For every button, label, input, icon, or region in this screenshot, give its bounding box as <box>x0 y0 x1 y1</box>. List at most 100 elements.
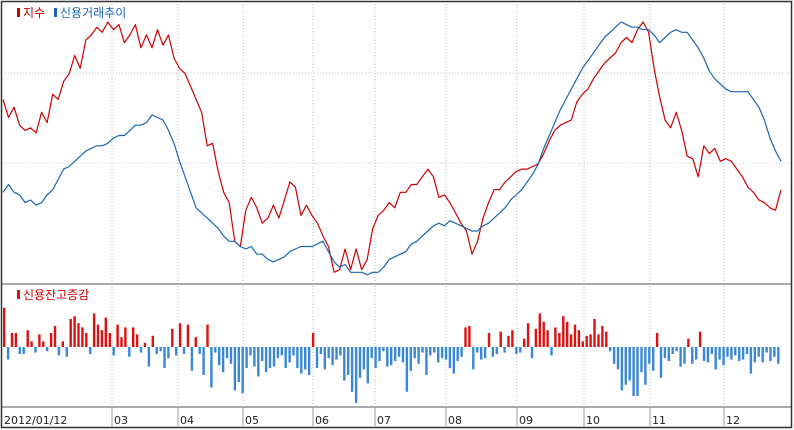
bar-114 <box>448 347 452 368</box>
bar-1 <box>6 347 10 360</box>
bar-138 <box>542 321 545 347</box>
tick-label-4: 06 <box>315 414 329 427</box>
bar-52 <box>206 324 209 347</box>
bar-187 <box>734 347 737 356</box>
bar-129 <box>507 335 510 347</box>
tick-label-5: 07 <box>377 414 391 427</box>
bar-131 <box>515 347 518 354</box>
bar-3 <box>14 333 18 347</box>
bar-103 <box>405 347 409 392</box>
bar-151 <box>593 319 596 347</box>
bar-195 <box>765 347 768 353</box>
bar-156 <box>612 347 616 364</box>
bar-12 <box>49 333 53 347</box>
bar-125 <box>491 347 495 357</box>
bar-180 <box>706 347 710 363</box>
bar-158 <box>620 347 624 391</box>
bar-177 <box>695 347 698 360</box>
bar-167 <box>655 333 659 347</box>
bar-171 <box>671 347 674 354</box>
bar-111 <box>437 347 440 363</box>
bar-63 <box>249 347 252 356</box>
bar-183 <box>718 347 721 360</box>
tick-label-10: 12 <box>726 414 740 427</box>
bar-173 <box>679 347 682 367</box>
bar-179 <box>702 347 706 361</box>
bar-101 <box>397 347 401 357</box>
bar-45 <box>178 323 182 347</box>
legend-swatch-credit-balance <box>17 290 20 299</box>
bar-146 <box>573 324 577 347</box>
bar-59 <box>233 347 237 391</box>
bar-161 <box>632 347 635 396</box>
bar-192 <box>753 347 756 363</box>
bar-85 <box>335 347 338 360</box>
bar-149 <box>585 335 588 347</box>
bar-118 <box>464 327 467 347</box>
bar-56 <box>221 347 225 373</box>
bar-133 <box>523 338 526 347</box>
bar-30 <box>120 337 123 347</box>
bar-96 <box>378 347 381 361</box>
bar-93 <box>366 347 369 384</box>
bar-89 <box>350 347 354 392</box>
bar-165 <box>648 347 651 364</box>
bar-145 <box>569 334 573 347</box>
bar-176 <box>691 347 694 364</box>
bar-181 <box>710 347 713 354</box>
bar-117 <box>460 347 463 357</box>
bar-197 <box>773 347 776 357</box>
bar-4 <box>18 347 21 354</box>
tick-label-1: 03 <box>114 414 128 427</box>
bar-132 <box>519 347 522 353</box>
bar-78 <box>307 347 311 375</box>
line-series-credit-trend <box>2 21 782 276</box>
bar-91 <box>358 347 362 378</box>
bar-80 <box>315 347 319 368</box>
bar-100 <box>394 347 397 361</box>
bar-104 <box>409 347 412 371</box>
bar-194 <box>761 347 764 363</box>
bar-106 <box>417 347 420 364</box>
bar-97 <box>382 347 385 352</box>
bar-113 <box>444 347 448 360</box>
bar-44 <box>175 347 178 356</box>
bar-22 <box>89 347 92 354</box>
bar-144 <box>566 321 569 347</box>
bar-169 <box>663 347 667 359</box>
bar-33 <box>132 327 135 347</box>
bar-175 <box>687 338 690 347</box>
bar-79 <box>311 333 315 347</box>
bar-189 <box>741 347 745 360</box>
bar-83 <box>327 347 330 359</box>
bar-49 <box>194 337 197 347</box>
bar-67 <box>264 347 268 373</box>
bar-92 <box>362 347 366 370</box>
bar-142 <box>558 333 561 347</box>
bar-14 <box>57 347 61 356</box>
bar-62 <box>245 347 248 368</box>
bar-19 <box>77 323 80 347</box>
bar-188 <box>738 347 741 361</box>
bar-95 <box>374 347 377 368</box>
legend-label-credit-balance: 신용잔고증감 <box>23 288 89 302</box>
bar-35 <box>139 347 143 353</box>
bar-155 <box>609 347 612 352</box>
bar-73 <box>288 347 291 363</box>
bar-72 <box>284 347 287 368</box>
tick-label-2: 04 <box>180 414 194 427</box>
bar-172 <box>675 347 678 352</box>
tick-label-7: 09 <box>519 414 533 427</box>
bar-53 <box>210 347 213 388</box>
bar-51 <box>202 347 205 375</box>
bar-41 <box>163 347 166 368</box>
bar-37 <box>147 347 151 367</box>
bar-55 <box>218 347 221 366</box>
upper-legend: 지수 신용거래추이 <box>17 6 126 20</box>
bar-162 <box>636 347 639 396</box>
bar-34 <box>135 334 139 347</box>
bar-134 <box>526 323 530 347</box>
